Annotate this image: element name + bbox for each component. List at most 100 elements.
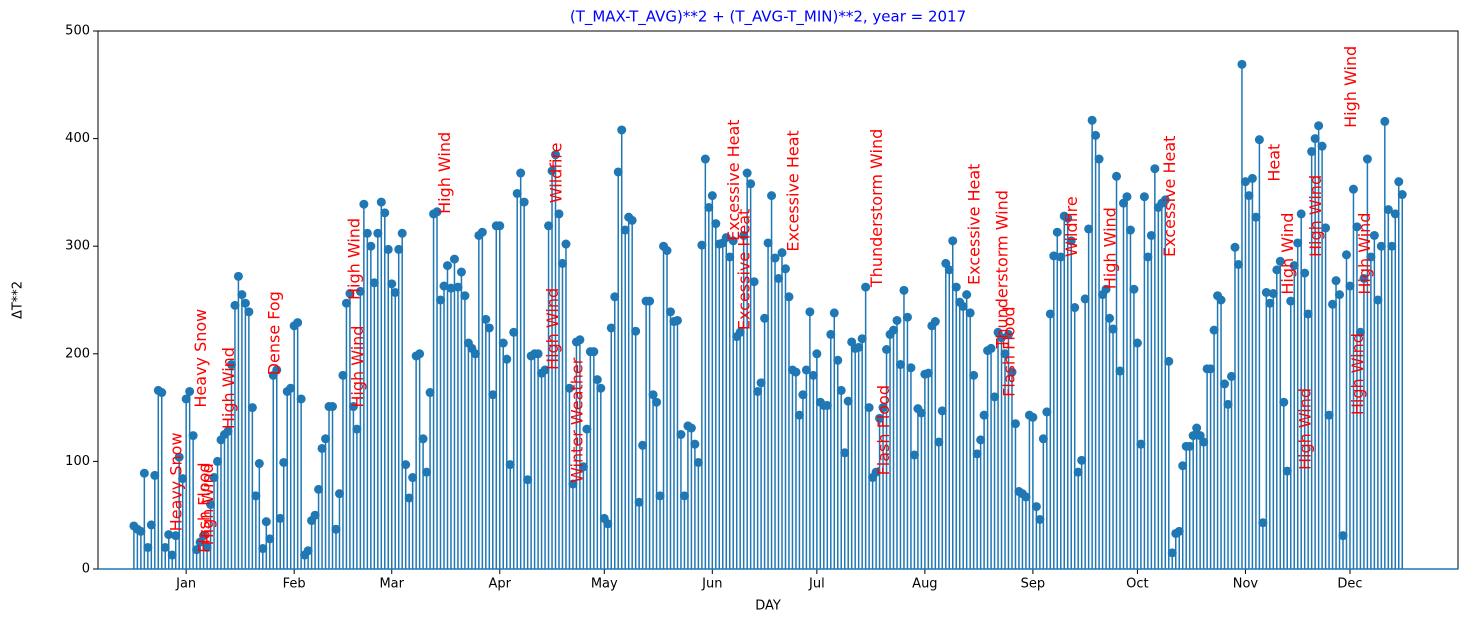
annotation: Wildfire <box>1062 196 1081 257</box>
stem-marker <box>449 254 459 264</box>
stem-marker <box>1282 466 1292 476</box>
stem-marker <box>502 354 512 364</box>
stem-marker <box>547 166 557 176</box>
stem-marker <box>948 236 958 246</box>
stem-marker <box>1160 195 1170 205</box>
stem-marker <box>648 390 658 400</box>
stem-marker <box>951 282 961 292</box>
stem-marker <box>240 298 250 308</box>
stem-marker <box>603 519 613 529</box>
stem-marker <box>1321 223 1331 233</box>
stem-marker <box>725 252 735 262</box>
stem-marker <box>425 388 435 398</box>
stem-marker <box>505 460 515 470</box>
stem-marker <box>930 317 940 327</box>
stem-marker <box>1146 230 1156 240</box>
stem-marker <box>1136 439 1146 449</box>
stem-marker <box>1101 284 1111 294</box>
stem-marker <box>1261 287 1271 297</box>
stem-marker <box>1244 191 1254 201</box>
annotation: High Wind <box>1101 207 1120 289</box>
annotation: High Wind <box>1296 388 1315 470</box>
stem-marker <box>1293 238 1303 248</box>
x-tick-label: Apr <box>489 577 512 592</box>
stem-marker <box>230 300 240 310</box>
stem-marker <box>1258 518 1268 528</box>
stem-marker <box>321 434 331 444</box>
stem-marker <box>1227 371 1237 381</box>
x-tick-label: Nov <box>1233 577 1259 592</box>
annotation: Flash Flood <box>195 462 214 552</box>
stem-marker <box>774 273 784 283</box>
stem-marker <box>1070 303 1080 313</box>
stem-marker <box>523 475 533 485</box>
stem-marker <box>979 410 989 420</box>
stem-marker <box>697 240 707 250</box>
stem-marker <box>902 312 912 322</box>
stem-marker <box>679 491 689 501</box>
stem-marker <box>1066 236 1076 246</box>
stem-marker <box>1094 154 1104 164</box>
stem-marker <box>1387 241 1397 251</box>
stem-marker <box>1272 265 1282 275</box>
x-tick-label: Jul <box>808 577 825 592</box>
stem-marker <box>791 367 801 377</box>
stem-marker <box>1328 299 1338 309</box>
stem-marker <box>188 431 198 441</box>
stem-marker <box>436 295 446 305</box>
stem-marker <box>578 462 588 472</box>
annotation: Flash Flood <box>999 306 1018 396</box>
annotation: Heat <box>1264 144 1283 182</box>
stem-marker <box>962 290 972 300</box>
stem-marker <box>401 460 411 470</box>
stem-marker <box>707 191 717 201</box>
stem-marker <box>700 154 710 164</box>
stem-marker <box>1373 295 1383 305</box>
stem-marker <box>1216 295 1226 305</box>
stem-marker <box>408 473 418 483</box>
annotation: High Wind <box>1306 175 1325 257</box>
stem-marker <box>199 531 209 541</box>
stem-marker <box>432 207 442 217</box>
stem-marker <box>1112 171 1122 181</box>
annotation: High Wind <box>198 463 217 545</box>
annotation: Heavy Snow <box>167 432 186 531</box>
stem-marker <box>871 467 881 477</box>
stem-marker <box>1073 467 1083 477</box>
stem-marker <box>798 390 808 400</box>
stem-marker <box>638 440 648 450</box>
stem-marker <box>383 244 393 254</box>
stem-marker <box>394 244 404 254</box>
stem-marker <box>693 457 703 467</box>
stem-marker <box>1049 251 1059 261</box>
stem-marker <box>686 423 696 433</box>
stem-marker <box>610 292 620 302</box>
stem-marker <box>1394 177 1404 187</box>
stem-marker <box>589 347 599 357</box>
stem-marker <box>1000 349 1010 359</box>
stem-marker <box>376 197 386 207</box>
stem-marker <box>606 323 616 333</box>
stem-marker <box>777 248 787 258</box>
y-tick-label: 400 <box>65 131 90 146</box>
stem-marker <box>1056 252 1066 262</box>
stem-marker <box>213 456 223 466</box>
stem-marker <box>237 290 247 300</box>
x-axis-label: DAY <box>755 599 781 614</box>
stem-marker <box>986 343 996 353</box>
stem-marker <box>1286 296 1296 306</box>
stem-marker <box>1279 397 1289 407</box>
stem-marker <box>442 261 452 271</box>
x-tick-label: Mar <box>379 577 404 592</box>
stem-marker <box>882 344 892 354</box>
stem-marker <box>1167 548 1177 558</box>
x-tick-label: Jun <box>701 577 722 592</box>
stem-marker <box>958 301 968 311</box>
stem-marker <box>481 314 491 324</box>
stem-marker <box>509 327 519 337</box>
stem-marker <box>1296 209 1306 219</box>
stem-marker <box>1003 329 1013 339</box>
stem-marker <box>1352 222 1362 232</box>
y-axis-label: ΔT**2 <box>11 281 26 319</box>
